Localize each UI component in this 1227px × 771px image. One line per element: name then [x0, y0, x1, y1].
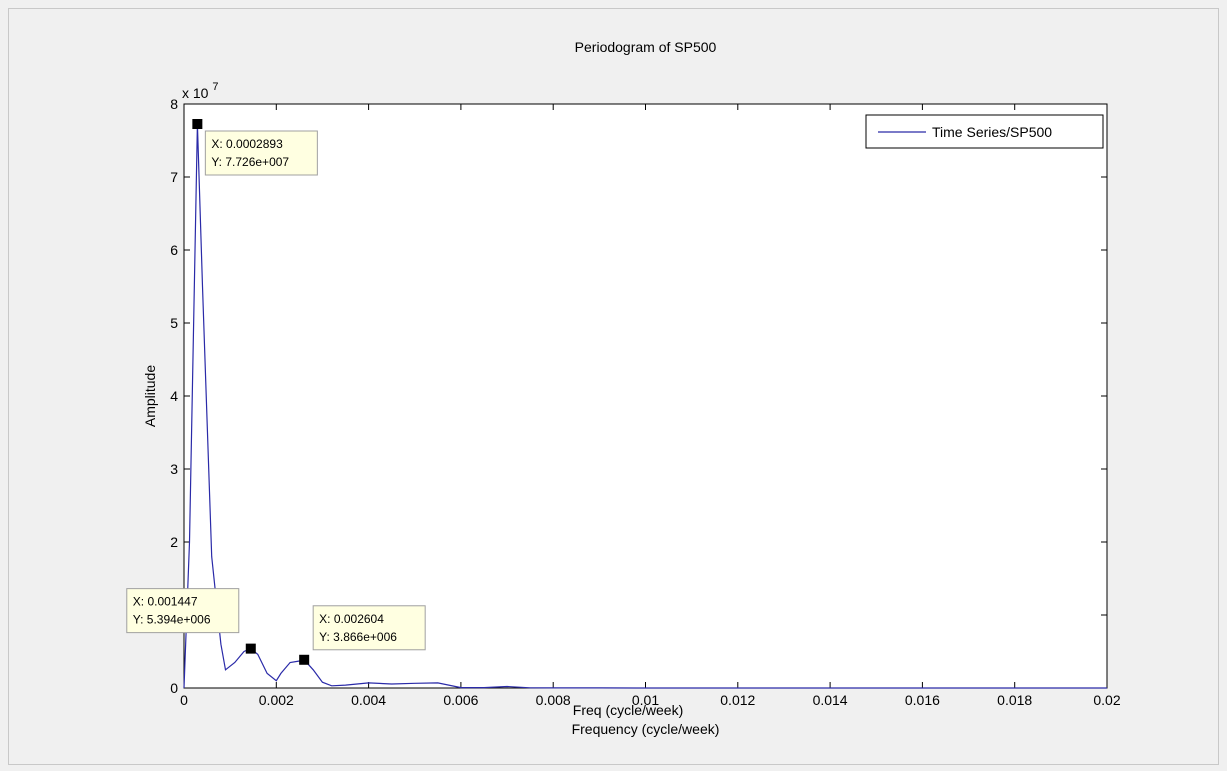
x-axis-title-overlap: Freq (cycle/week): [573, 702, 683, 718]
datatip[interactable]: X: 0.0002893 Y: 7.726e+007: [192, 119, 318, 176]
plot-area: [183, 103, 1108, 689]
x-tick-label: 0.004: [351, 692, 386, 708]
legend[interactable]: Time Series/SP500: [865, 114, 1104, 149]
datatip-layer: X: 0.0002893 Y: 7.726e+007 X: 0.001447 Y: 5…: [126, 119, 426, 665]
datatip-box: [312, 605, 426, 651]
x-tick-label: 0.006: [443, 692, 478, 708]
x-tick-label: 0.018: [997, 692, 1032, 708]
datatip-marker[interactable]: [192, 119, 203, 130]
x-tick-label: 0.012: [720, 692, 755, 708]
x-tick-label: 0.01: [632, 692, 659, 708]
x-tick-label: 0.02: [1093, 692, 1120, 708]
y-tick-label: 7: [170, 169, 178, 185]
y-tick-label: 8: [170, 96, 178, 112]
y-tick-label: 0: [170, 680, 178, 696]
datatip-marker[interactable]: [245, 643, 256, 654]
y-tick-label: 2: [170, 534, 178, 550]
datatip-x-label: X: 0.0002893: [211, 137, 283, 151]
y-exponent-base: x 10: [182, 85, 209, 101]
datatip-box: [126, 588, 240, 634]
datatip-x-label: X: 0.002604: [319, 612, 384, 626]
datatip-y-label: Y: 3.866e+006: [319, 630, 397, 644]
datatip-box: [204, 130, 318, 176]
y-tick-label: 5: [170, 315, 178, 331]
series-line-sp500: [183, 123, 1107, 689]
datatip[interactable]: X: 0.002604 Y: 3.866e+006: [299, 605, 426, 665]
x-tick-label: 0.008: [536, 692, 571, 708]
datatip-y-label: Y: 7.726e+007: [211, 155, 289, 169]
y-tick-label: 6: [170, 242, 178, 258]
y-axis-title: Amplitude: [142, 365, 158, 427]
datatip-y-label: Y: 5.394e+006: [133, 613, 211, 627]
x-tick-label: 0.016: [905, 692, 940, 708]
legend-entry-label: Time Series/SP500: [932, 124, 1052, 140]
y-exponent-power: 7: [212, 81, 218, 93]
datatip-x-label: X: 0.001447: [133, 595, 198, 609]
x-axis-title: Frequency (cycle/week): [572, 721, 720, 737]
y-tick-label: 4: [170, 388, 178, 404]
datatip[interactable]: X: 0.001447 Y: 5.394e+006: [126, 588, 256, 654]
y-tick-label: 3: [170, 461, 178, 477]
x-tick-label: 0: [180, 692, 188, 708]
tick-layer: 0 0.002 0.004 0.006 0.008 0.01 0.012 0.014 0.016…: [170, 96, 1121, 708]
x-tick-label: 0.002: [259, 692, 294, 708]
x-tick-label: 0.014: [813, 692, 848, 708]
y-exponent-label: x 10 7: [182, 81, 218, 101]
line-layer: [183, 123, 1107, 689]
datatip-marker[interactable]: [299, 654, 310, 665]
chart-title: Periodogram of SP500: [575, 39, 717, 55]
